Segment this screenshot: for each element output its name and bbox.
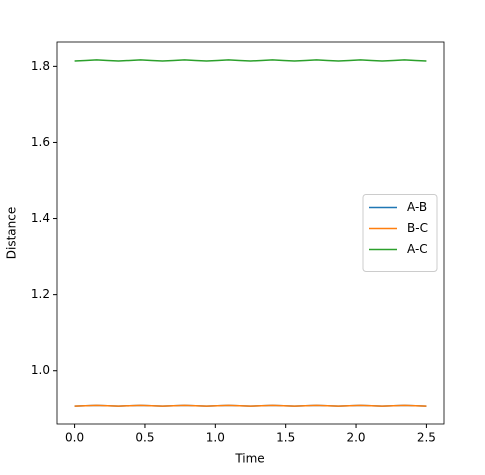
y-tick-label: 1.6 <box>31 135 50 149</box>
legend-box <box>362 194 438 272</box>
legend-label: A-C <box>407 242 428 256</box>
x-tick-label: 0.0 <box>65 431 84 445</box>
series-line <box>74 59 427 62</box>
x-tick-label: 1.5 <box>276 431 295 445</box>
y-tick-label: 1.0 <box>31 363 50 377</box>
plot-frame <box>56 41 445 425</box>
y-tick-label: 1.4 <box>31 211 50 225</box>
y-axis-label: Distance <box>5 207 19 259</box>
x-axis-label: Time <box>234 452 264 466</box>
legend-label: A-B <box>407 200 427 214</box>
x-tick-label: 2.0 <box>346 431 365 445</box>
series-line <box>74 404 427 407</box>
x-tick-label: 1.0 <box>206 431 225 445</box>
legend-label: B-C <box>407 221 428 235</box>
y-tick-label: 1.8 <box>31 59 50 73</box>
x-tick-label: 2.5 <box>417 431 436 445</box>
y-tick-label: 1.2 <box>31 287 50 301</box>
x-tick-label: 0.5 <box>135 431 154 445</box>
